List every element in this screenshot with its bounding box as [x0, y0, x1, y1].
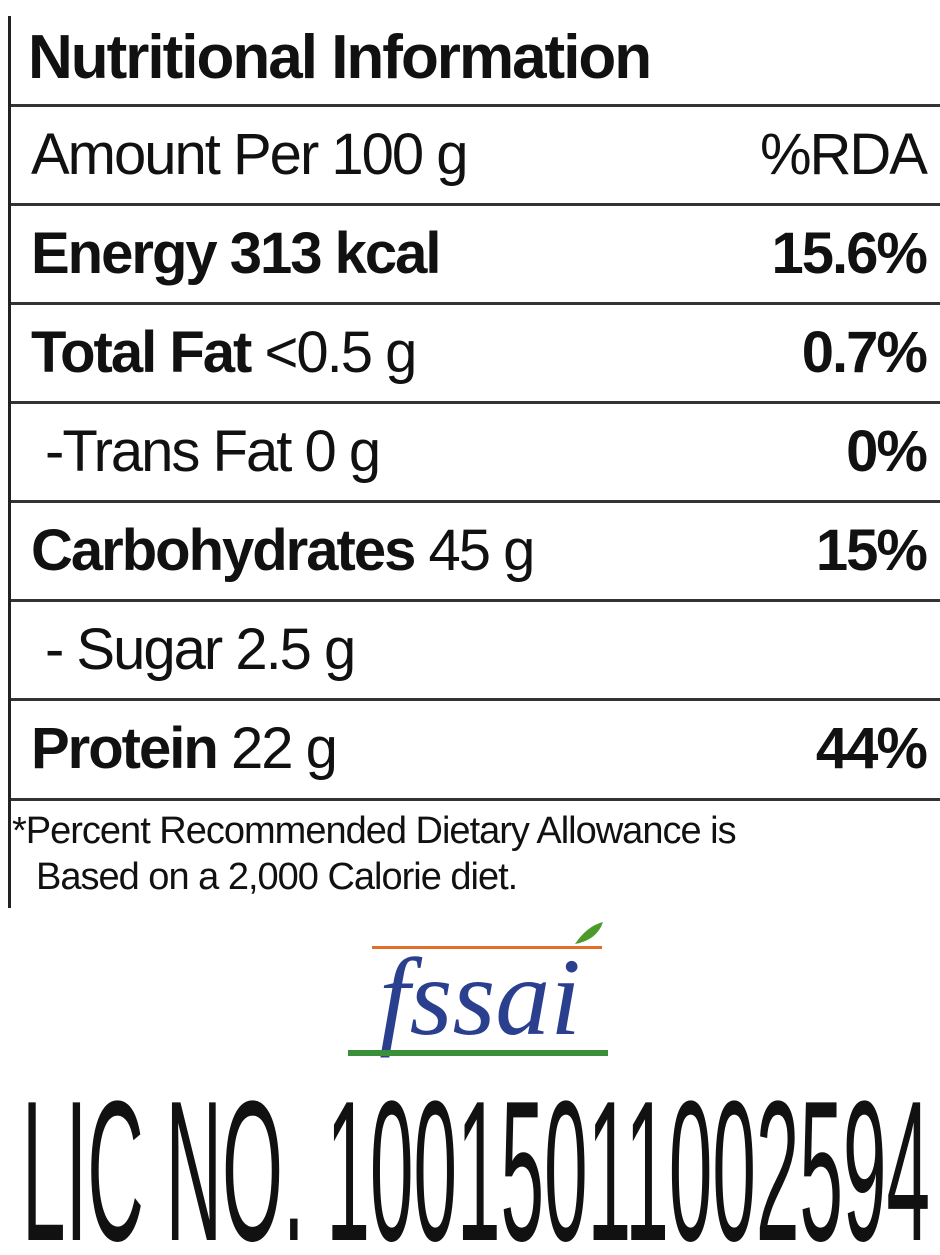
nutrient-amount: 22 g	[230, 716, 338, 781]
nutrient-amount: <0.5 g	[264, 320, 417, 385]
nutrient-amount: - Sugar 2.5 g	[45, 617, 356, 682]
nutrient-name: Energy 313 kcal	[31, 221, 442, 286]
footnote: *Percent Recommended Dietary Allowance i…	[12, 810, 737, 852]
logo-and-license: fssai LIC NO. 10015011002594	[22, 922, 930, 1250]
logo-green-line	[348, 1050, 608, 1056]
nutrient-row: Protein 22 g 44%	[11, 698, 940, 799]
license-number: LIC NO. 10015011002594	[22, 1060, 930, 1250]
nutrient-name: Protein	[31, 716, 219, 781]
nutrient-label: Carbohydrates 45 g	[31, 517, 535, 584]
panel-title: Nutritional Information	[28, 23, 652, 92]
nutrient-amount: -Trans Fat 0 g	[45, 419, 381, 484]
logo-leaf	[575, 922, 603, 944]
logo-orange-line	[372, 946, 602, 949]
header-rda: %RDA	[759, 122, 928, 187]
fssai-logo: fssai	[379, 936, 581, 1058]
nutrient-row: - Sugar 2.5 g	[11, 599, 940, 700]
nutrient-name: Total Fat	[31, 320, 252, 385]
nutrient-amount: 45 g	[428, 518, 535, 583]
header-amount: Amount Per 100 g	[31, 122, 469, 187]
nutrient-row: Total Fat <0.5 g 0.7%	[11, 302, 940, 403]
nutrient-label: Protein 22 g	[31, 715, 338, 782]
header-row: Amount Per 100 g %RDA	[11, 104, 940, 205]
nutrient-rda: 15.6%	[771, 221, 928, 286]
nutrient-row: -Trans Fat 0 g 0%	[11, 401, 940, 502]
nutrient-rda: 44%	[815, 716, 928, 781]
nutrient-rda: 15%	[815, 518, 928, 583]
nutrition-panel	[8, 16, 940, 908]
nutrient-rda: 0%	[846, 419, 928, 484]
nutrient-label: Total Fat <0.5 g	[31, 319, 417, 386]
nutrient-row: Carbohydrates 45 g 15%	[11, 500, 940, 601]
nutrient-row: Energy 313 kcal 15.6%	[11, 203, 940, 304]
nutrient-name: Carbohydrates	[31, 518, 416, 583]
footnote: Based on a 2,000 Calorie diet.	[36, 856, 518, 898]
nutrient-rda: 0.7%	[801, 320, 928, 385]
divider	[11, 798, 940, 801]
